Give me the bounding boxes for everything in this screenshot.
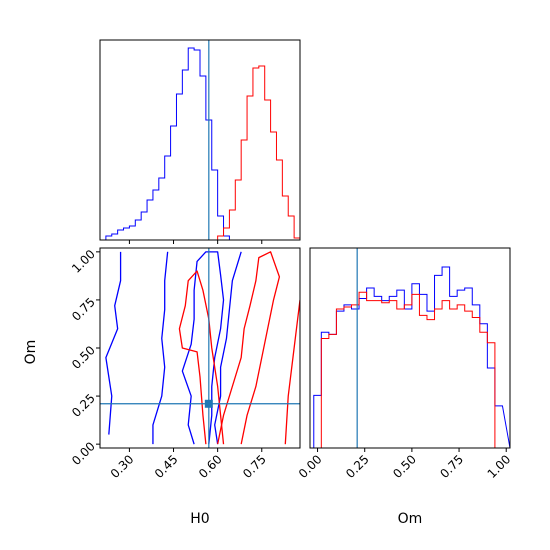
om-hist-red-series xyxy=(313,291,510,449)
h0-hist-frame xyxy=(99,39,301,241)
contour-red-0 xyxy=(217,251,281,445)
h0-hist-red-series xyxy=(100,65,301,241)
contour-red-1 xyxy=(178,270,225,445)
contour-blue-1 xyxy=(105,251,122,435)
contour-y-tick-label: 1.00 xyxy=(69,247,98,276)
h0-om-contour-panel: 0.30 0.45 0.60 0.75 0.00 0.25 0.50 0.75 1.00 xyxy=(69,247,301,481)
truth-point-marker xyxy=(204,399,213,408)
contour-x-tick-label: 0.45 xyxy=(152,452,181,481)
om-hist-x-tick-label: 0.25 xyxy=(343,452,372,481)
contour-y-tick-label: 0.00 xyxy=(69,439,98,468)
contour-blue-2 xyxy=(152,251,169,445)
om-hist-x-tick-label: 0.75 xyxy=(437,452,466,481)
om-hist-frame xyxy=(309,247,511,449)
contour-y-tick-label: 0.75 xyxy=(69,295,98,324)
contour-x-tick-label: 0.30 xyxy=(108,452,137,481)
y-axis-label-om: Om xyxy=(23,340,39,365)
x-axis-label-h0: H0 xyxy=(190,511,209,527)
om-hist-x-tick-label: 0.00 xyxy=(296,452,325,481)
contour-x-tick-label: 0.60 xyxy=(196,452,225,481)
om-hist-x-tick-label: 0.50 xyxy=(390,452,419,481)
h0-hist-blue-series xyxy=(100,47,300,241)
contour-lines-group xyxy=(105,251,300,445)
contour-y-tick-label: 0.50 xyxy=(69,343,98,372)
om-marginal-panel: 0.00 0.25 0.50 0.75 1.00 xyxy=(296,247,514,481)
contour-y-tick-label: 0.25 xyxy=(69,391,98,420)
contour-blue-0 xyxy=(181,251,225,445)
x-axis-label-om: Om xyxy=(398,511,423,527)
contour-x-tick-label: 0.75 xyxy=(240,452,269,481)
om-hist-x-tick-label: 1.00 xyxy=(485,452,514,481)
contour-blue-3 xyxy=(214,251,242,445)
contour-red-2 xyxy=(284,299,300,445)
h0-marginal-panel xyxy=(99,39,301,244)
contour-frame xyxy=(99,247,301,449)
